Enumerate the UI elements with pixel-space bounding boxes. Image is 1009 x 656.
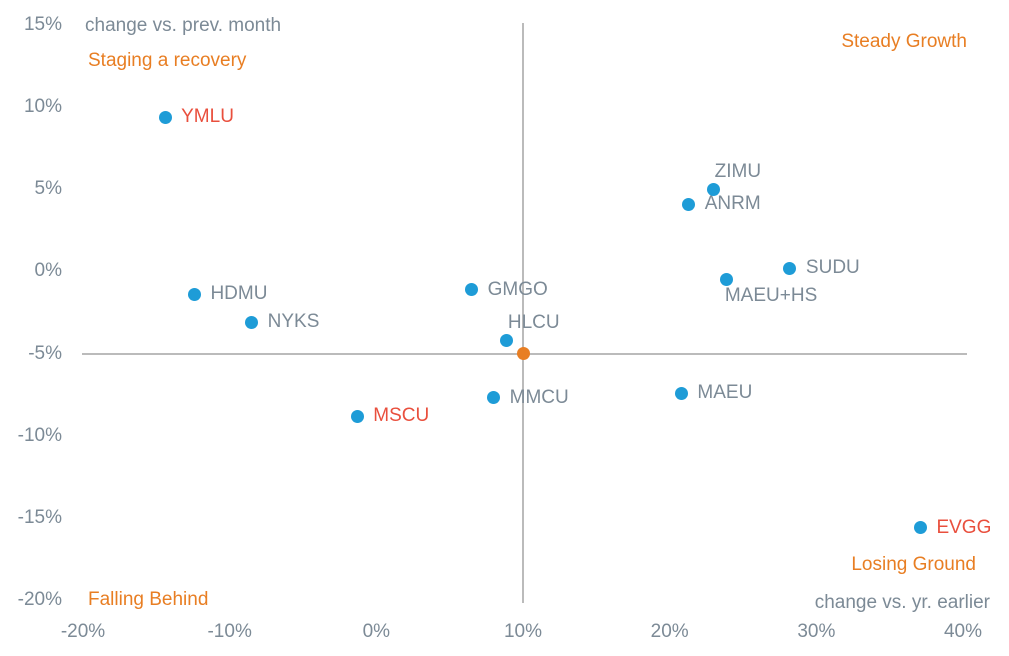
point-label-hdmu: HDMU xyxy=(210,283,268,305)
data-point-zimu xyxy=(707,182,721,196)
quadrant-label-falling-behind: Falling Behind xyxy=(88,589,209,610)
y-axis-tick-label: -10% xyxy=(17,424,62,446)
data-point-ymlu xyxy=(158,110,172,124)
quadrant-label-steady-growth: Steady Growth xyxy=(841,31,967,52)
quadrant-label-staging-a-recovery: Staging a recovery xyxy=(88,50,247,71)
point-label-mmcu: MMCU xyxy=(509,386,569,408)
y-axis-title: change vs. prev. month xyxy=(85,15,282,36)
y-axis-tick-label: -5% xyxy=(28,342,62,364)
point-label-sudu: SUDU xyxy=(805,257,860,279)
x-axis-tick-label: 40% xyxy=(943,621,983,642)
data-point-maeu xyxy=(674,386,688,400)
x-axis-tick-label: -10% xyxy=(207,621,252,642)
data-point-sudu xyxy=(783,261,797,275)
y-axis-tick-label: 10% xyxy=(23,96,62,118)
crosshair-vertical-line xyxy=(522,23,524,603)
x-axis-tick-label: 30% xyxy=(797,621,836,642)
x-axis-tick-label: -20% xyxy=(60,621,106,642)
quadrant-label-losing-ground: Losing Ground xyxy=(851,554,976,575)
x-axis-tick-label: 0% xyxy=(362,621,391,642)
y-axis-tick-label: 0% xyxy=(34,260,62,282)
data-point-mmcu xyxy=(487,391,501,405)
data-point-gmgo xyxy=(465,283,479,296)
point-label-zimu: ZIMU xyxy=(714,161,762,183)
point-label-gmgo: GMGO xyxy=(487,278,548,300)
data-point-mscu xyxy=(350,409,364,423)
data-point-maeu+hs xyxy=(720,273,734,287)
point-label-evgg: EVGG xyxy=(936,516,992,538)
point-label-maeu+hs: MAEU+HS xyxy=(724,284,818,306)
point-label-anrm: ANRM xyxy=(704,193,761,215)
x-axis-tick-label: 10% xyxy=(503,621,543,642)
data-point-anrm xyxy=(682,197,696,211)
data-point-highlight xyxy=(516,347,530,361)
y-axis-tick-label: 5% xyxy=(34,178,62,200)
data-point-evgg xyxy=(913,521,927,535)
x-axis-title: change vs. yr. earlier xyxy=(814,592,990,613)
y-axis-tick-label: 15% xyxy=(23,14,62,35)
y-axis-tick-label: -20% xyxy=(17,589,62,610)
y-axis-tick-label: -15% xyxy=(17,506,62,528)
x-axis-tick-label: 20% xyxy=(650,621,689,642)
point-label-mscu: MSCU xyxy=(373,405,430,426)
point-label-maeu: MAEU xyxy=(697,382,753,403)
data-point-hdmu xyxy=(187,287,201,301)
data-point-hlcu xyxy=(500,333,514,347)
point-label-nyks: NYKS xyxy=(267,311,320,333)
point-label-ymlu: YMLU xyxy=(181,106,234,127)
data-point-nyks xyxy=(245,315,259,329)
point-label-hlcu: HLCU xyxy=(507,312,560,334)
